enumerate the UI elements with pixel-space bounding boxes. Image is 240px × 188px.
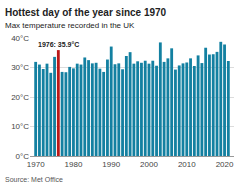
svg-text:0°C: 0°C bbox=[16, 152, 30, 161]
svg-text:1980: 1980 bbox=[65, 160, 83, 169]
svg-text:2020: 2020 bbox=[216, 160, 234, 169]
svg-text:1990: 1990 bbox=[102, 160, 120, 169]
svg-text:40°C: 40°C bbox=[11, 34, 29, 43]
svg-text:30°C: 30°C bbox=[11, 63, 29, 72]
svg-text:Max temperature recorded in th: Max temperature recorded in the UK bbox=[5, 21, 135, 30]
svg-text:20°C: 20°C bbox=[11, 93, 29, 102]
svg-text:1976: 35.9°C: 1976: 35.9°C bbox=[38, 41, 79, 48]
svg-text:1970: 1970 bbox=[27, 160, 45, 169]
svg-text:2010: 2010 bbox=[178, 160, 196, 169]
svg-text:2000: 2000 bbox=[140, 160, 158, 169]
svg-text:10°C: 10°C bbox=[11, 122, 29, 131]
svg-text:Hottest day of the year since: Hottest day of the year since 1970 bbox=[5, 7, 167, 18]
svg-text:Source: Met Office: Source: Met Office bbox=[5, 176, 63, 183]
